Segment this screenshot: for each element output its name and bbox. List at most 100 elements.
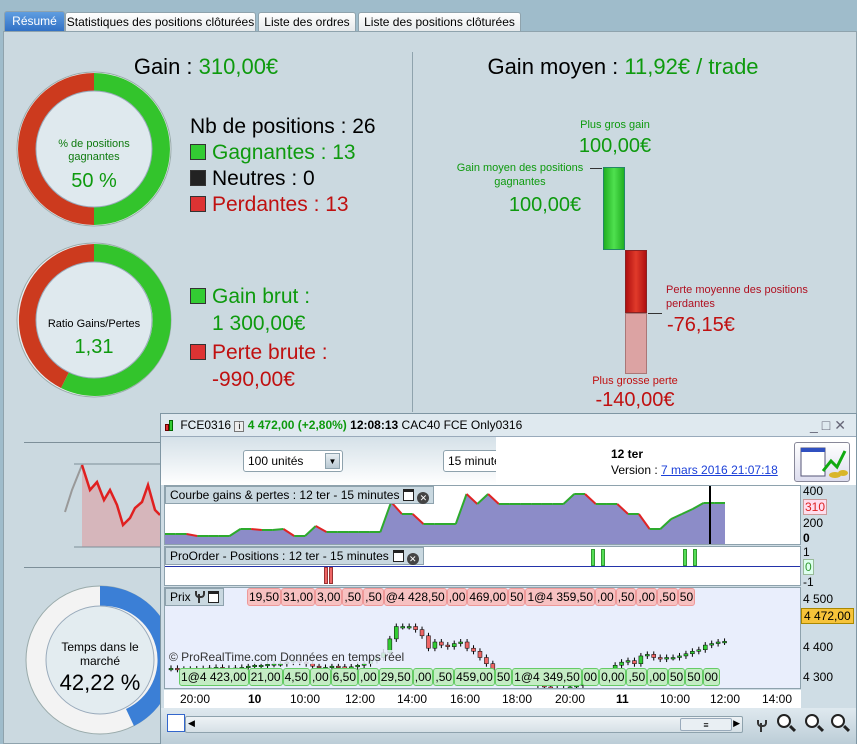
candle (432, 641, 438, 649)
zoom-fit-icon[interactable] (777, 714, 791, 728)
price: 4 472,00 (+2,80%) (247, 418, 347, 432)
window-icon[interactable] (207, 591, 219, 603)
divider (24, 567, 160, 568)
red-square-icon (190, 344, 206, 360)
gross-gain: Gain brut : (190, 285, 310, 309)
candle (696, 649, 702, 652)
candle (406, 626, 412, 629)
order-label: 50 (667, 668, 686, 686)
order-label: 3,00 (315, 588, 343, 606)
equity-segment (412, 513, 425, 525)
tab-resume[interactable]: Résumé (4, 11, 65, 32)
tab-statistiques[interactable]: Statistiques des positions clôturées (65, 12, 256, 32)
order-label: 50 (508, 588, 526, 606)
order-label: ,50 (433, 668, 455, 686)
order-label: 21,00 (248, 668, 283, 686)
avg-loss-value: -76,15€ (667, 314, 735, 336)
window-icon[interactable] (403, 489, 415, 501)
gain-value: 310,00€ (198, 54, 279, 79)
equity-segment (379, 501, 393, 533)
version-link[interactable]: 7 mars 2016 21:07:18 (661, 463, 778, 477)
order-label: 1@4 349,50 (512, 668, 582, 686)
zoom-out-icon[interactable] (805, 714, 819, 728)
equity-segment (584, 493, 597, 505)
watermark: © ProRealTime.com Données en temps réel (169, 650, 405, 664)
divider (412, 52, 413, 412)
candle (625, 660, 631, 663)
candle (715, 641, 721, 644)
order-label: 29,50 (378, 668, 413, 686)
candle (703, 644, 708, 650)
order-label: 00 (702, 668, 720, 686)
tab-liste-ordres[interactable]: Liste des ordres (258, 12, 356, 32)
win-rate-donut (16, 71, 172, 227)
candle (484, 657, 489, 664)
equity-segment (454, 493, 468, 525)
window-icon[interactable] (392, 550, 404, 562)
candle (464, 641, 470, 649)
time-in-market-value: 42,22 % (59, 670, 141, 695)
time-tick-label: 14:00 (762, 692, 793, 706)
candle (458, 641, 463, 644)
order-label: ,00 (636, 588, 658, 606)
positions-pane: ProOrder - Positions : 12 ter - 15 minut… (164, 546, 801, 586)
time-tick-label: 16:00 (450, 692, 481, 706)
info-icon[interactable]: i (234, 421, 245, 432)
order-label: ,50 (342, 588, 364, 606)
avg-loss-bar (625, 250, 647, 313)
time-in-market-label: Temps dans le marché (61, 640, 139, 668)
axis-label: 4 500 (803, 592, 834, 606)
instrument-name: CAC40 FCE Only0316 (401, 418, 523, 432)
wrench-icon[interactable] (194, 591, 205, 603)
window-controls[interactable]: _□✕ (810, 417, 850, 433)
equity-segment (681, 508, 694, 515)
close-icon[interactable]: ✕ (406, 553, 419, 565)
equity-segment (562, 493, 575, 505)
equity-segment (315, 525, 328, 533)
equity-segment (638, 513, 651, 530)
scroll-right-icon[interactable]: ▶ (733, 718, 740, 728)
symbol: FCE0316 (180, 418, 232, 432)
tab-liste-positions[interactable]: Liste des positions clôturées (358, 12, 521, 32)
win-rate-label: % de positions gagnantes (58, 138, 130, 163)
system-info: 12 ter Version : 7 mars 2016 21:07:18 (496, 437, 856, 485)
horizontal-scrollbar[interactable]: ◀ ≡ ▶ (185, 716, 743, 733)
candle (645, 654, 650, 657)
wrench-icon[interactable] (756, 720, 767, 732)
equity-segment (304, 525, 317, 537)
close-icon[interactable]: ✕ (417, 492, 430, 504)
green-square-icon (190, 144, 206, 160)
order-label: 0,00 (599, 668, 627, 686)
proorder-report-icon[interactable] (794, 442, 850, 482)
order-label: 50 (494, 668, 513, 686)
axis-label: 0 (803, 531, 810, 545)
biggest-gain-label: Plus gros gain (580, 119, 650, 131)
equity-segment (692, 502, 704, 510)
candle (567, 686, 573, 688)
chart-options-icon[interactable] (167, 714, 185, 732)
zoom-in-icon[interactable] (831, 714, 845, 728)
equity-pane-title: Courbe gains & pertes : 12 ter - 15 minu… (165, 486, 435, 504)
time-tick-label: 10 (248, 692, 262, 706)
divider (24, 442, 160, 443)
scroll-left-icon[interactable]: ◀ (188, 718, 195, 728)
order-label: 1@4 423,00 (179, 668, 249, 686)
ratio-value: 1,31 (74, 336, 114, 358)
candle (677, 655, 682, 658)
candle (329, 665, 335, 668)
equity-last-value: 310 (803, 499, 828, 515)
time-tick-label: 12:00 (710, 692, 741, 706)
order-label: @4 428,50 (383, 588, 447, 606)
time-tick-label: 14:00 (397, 692, 428, 706)
gross-loss: Perte brute : (190, 341, 328, 365)
quantity-select[interactable]: 100 unités ▼ (243, 450, 343, 472)
window-titlebar[interactable]: FCE0316 i 4 472,00 (+2,80%) 12:08:13 CAC… (161, 414, 856, 437)
arrow-icon (648, 313, 662, 314)
equity-curve (165, 486, 725, 544)
gross-gain-value: 1 300,00€ (212, 312, 306, 335)
time: 12:08:13 (350, 418, 399, 432)
biggest-loss-bar (625, 313, 647, 374)
arrow-icon (590, 168, 602, 169)
scrollbar-thumb[interactable]: ≡ (680, 718, 732, 731)
order-label: 4,50 (282, 668, 310, 686)
